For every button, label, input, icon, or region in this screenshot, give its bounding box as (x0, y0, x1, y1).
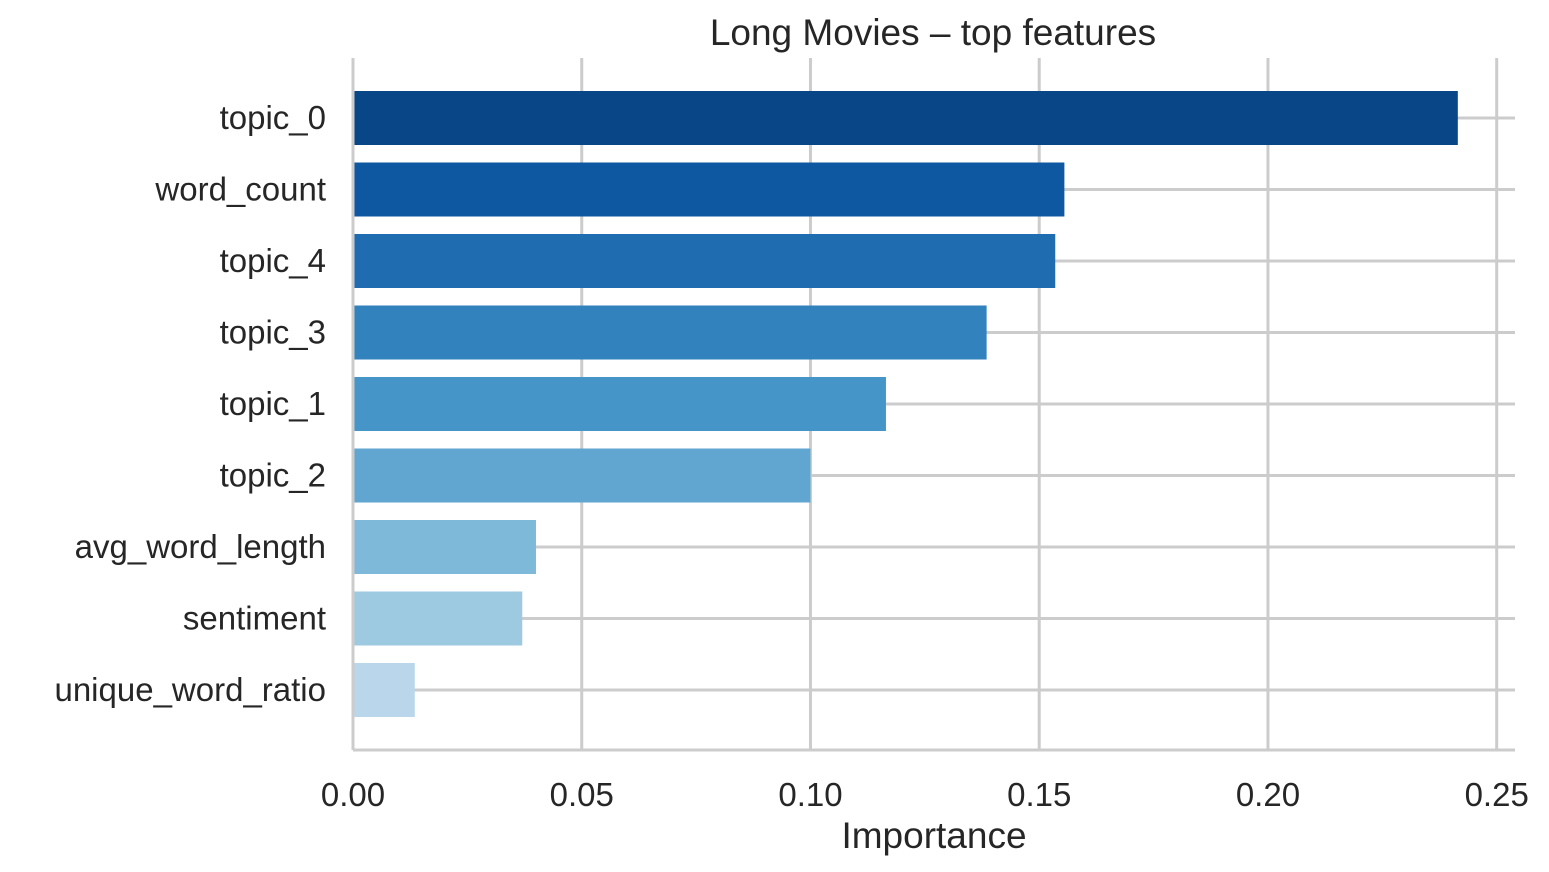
y-tick-label: topic_0 (220, 99, 326, 136)
bars-layer (353, 91, 1458, 717)
y-tick-label: topic_1 (220, 385, 326, 422)
x-tick-label: 0.10 (778, 776, 842, 813)
bar (353, 91, 1458, 145)
y-tick-label: sentiment (183, 600, 326, 637)
y-tick-label: avg_word_length (75, 528, 326, 565)
y-tick-label: word_count (154, 171, 326, 208)
bar (353, 448, 811, 503)
y-tick-label: topic_2 (220, 457, 326, 494)
x-tick-label: 0.20 (1236, 776, 1300, 813)
y-tick-label: topic_3 (220, 314, 326, 351)
x-tick-label: 0.25 (1465, 776, 1529, 813)
y-tick-label: topic_4 (220, 242, 326, 279)
bar (353, 520, 536, 574)
bar (353, 234, 1056, 288)
axes-layer (351, 58, 1515, 752)
bar (353, 377, 886, 431)
x-tick-label: 0.05 (550, 776, 614, 813)
y-tick-label: unique_word_ratio (54, 671, 326, 708)
x-tick-label: 0.15 (1007, 776, 1071, 813)
bar (353, 663, 415, 717)
bar (353, 305, 987, 360)
bar (353, 162, 1065, 217)
chart-title: Long Movies – top features (710, 12, 1156, 53)
labels-layer: topic_0 word_count topic_4 topic_3 topic_1to… (54, 99, 1528, 813)
x-tick-label: 0.00 (321, 776, 385, 813)
x-axis-label: Importance (841, 815, 1026, 856)
bar (353, 591, 523, 646)
